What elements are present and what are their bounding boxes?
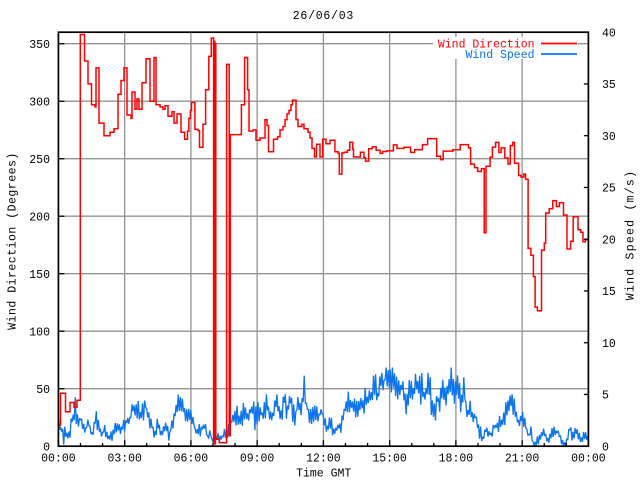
svg-text:Time GMT: Time GMT — [296, 468, 351, 480]
svg-text:250: 250 — [29, 154, 50, 167]
svg-text:200: 200 — [29, 211, 50, 224]
svg-text:00:00: 00:00 — [571, 453, 606, 466]
svg-text:10: 10 — [602, 338, 616, 351]
svg-text:15:00: 15:00 — [372, 453, 407, 466]
svg-text:Wind Speed: Wind Speed — [465, 49, 534, 62]
svg-text:35: 35 — [602, 79, 616, 92]
svg-text:26/06/03: 26/06/03 — [293, 10, 354, 23]
svg-text:50: 50 — [36, 384, 50, 397]
svg-text:0: 0 — [602, 441, 609, 454]
svg-text:00:00: 00:00 — [41, 453, 76, 466]
svg-text:15: 15 — [602, 286, 616, 299]
svg-text:0: 0 — [43, 441, 50, 454]
svg-text:03:00: 03:00 — [107, 453, 142, 466]
svg-text:Wind Direction: Wind Direction — [438, 39, 535, 52]
svg-text:20: 20 — [602, 234, 616, 247]
svg-text:18:00: 18:00 — [439, 453, 474, 466]
svg-text:350: 350 — [29, 39, 50, 52]
svg-text:06:00: 06:00 — [174, 453, 209, 466]
svg-text:25: 25 — [602, 183, 616, 196]
svg-text:300: 300 — [29, 96, 50, 109]
svg-text:100: 100 — [29, 326, 50, 339]
svg-text:150: 150 — [29, 269, 50, 282]
svg-text:Wind Speed (m/s): Wind Speed (m/s) — [625, 170, 638, 300]
svg-text:21:00: 21:00 — [505, 453, 540, 466]
svg-text:09:00: 09:00 — [240, 453, 275, 466]
svg-text:Wind Direction (Degrees): Wind Direction (Degrees) — [7, 152, 20, 330]
svg-text:5: 5 — [602, 390, 609, 403]
svg-text:40: 40 — [602, 27, 616, 40]
svg-text:30: 30 — [602, 131, 616, 144]
svg-text:12:00: 12:00 — [306, 453, 341, 466]
